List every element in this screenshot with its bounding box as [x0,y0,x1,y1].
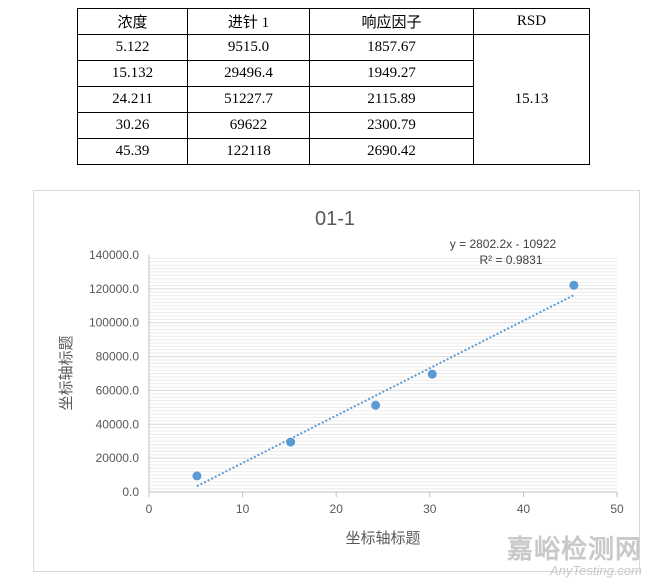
cell-concentration: 5.122 [77,34,188,61]
cell-injection: 51227.7 [187,86,310,113]
grid-lines [149,257,617,490]
y-tick-label: 60000.0 [96,383,140,397]
header-rsd: RSD [473,8,590,35]
data-points [192,280,579,481]
x-axis-title: 坐标轴标题 [345,530,420,547]
cell-response-factor: 2300.79 [309,112,474,139]
x-tick-label: 30 [423,502,437,516]
cell-response-factor: 2115.89 [309,86,474,113]
x-tick-label: 20 [330,502,344,516]
trendline [196,294,575,488]
table-row: 15.132 29496.4 1949.27 [77,60,590,87]
data-point [371,400,381,410]
x-tick-label: 0 [146,502,153,516]
cell-response-factor: 1949.27 [309,60,474,87]
cell-injection: 122118 [187,138,310,165]
data-point [427,369,437,379]
header-concentration: 浓度 [77,8,188,35]
scatter-chart: 0.0 20000.0 40000.0 60000.0 80000.0 100000.0 1… [58,208,624,547]
cell-response-factor: 1857.67 [309,34,474,61]
cell-concentration: 15.132 [77,60,188,87]
table-header-row: 浓度 进针 1 响应因子 RSD [77,8,590,35]
table-row: 5.122 9515.0 1857.67 15.13 [77,34,590,165]
cell-response-factor: 2690.42 [309,138,474,165]
y-tick-label: 80000.0 [96,350,140,364]
cell-injection: 9515.0 [187,34,310,61]
data-point [286,437,296,447]
cell-concentration: 24.211 [77,86,188,113]
trendline-equation: y = 2802.2x - 10922 [450,237,557,251]
cell-concentration: 45.39 [77,138,188,165]
table-row: 45.39 122118 2690.42 [77,138,590,165]
y-tick-label: 20000.0 [96,451,140,465]
table-row: 30.26 69622 2300.79 [77,112,590,139]
cell-rsd: 15.13 [473,34,590,165]
table-row: 24.211 51227.7 2115.89 [77,86,590,113]
r-squared-label: R² = 0.9831 [479,253,542,267]
x-tick-label: 40 [517,502,531,516]
cell-concentration: 30.26 [77,112,188,139]
cell-injection: 69622 [187,112,310,139]
y-tick-label: 0.0 [122,485,139,499]
x-tick-label: 10 [236,502,250,516]
data-point [192,471,202,481]
y-tick-label: 100000.0 [89,316,139,330]
x-tick-label: 50 [610,502,624,516]
chart-container: 0.0 20000.0 40000.0 60000.0 80000.0 100000.0 1… [33,190,640,572]
y-tick-label: 120000.0 [89,282,139,296]
header-injection: 进针 1 [187,8,310,35]
cell-injection: 29496.4 [187,60,310,87]
trendline-line [196,294,575,488]
y-tick-label: 40000.0 [96,417,140,431]
chart-title: 01-1 [315,208,355,230]
data-table: 浓度 进针 1 响应因子 RSD 5.122 9515.0 1857.67 15… [77,8,590,165]
y-tick-label: 140000.0 [89,248,139,262]
data-point [569,280,579,290]
axes: 0.0 20000.0 40000.0 60000.0 80000.0 100000.0 1… [89,248,624,516]
y-axis-title: 坐标轴标题 [58,335,75,410]
header-response-factor: 响应因子 [309,8,474,35]
